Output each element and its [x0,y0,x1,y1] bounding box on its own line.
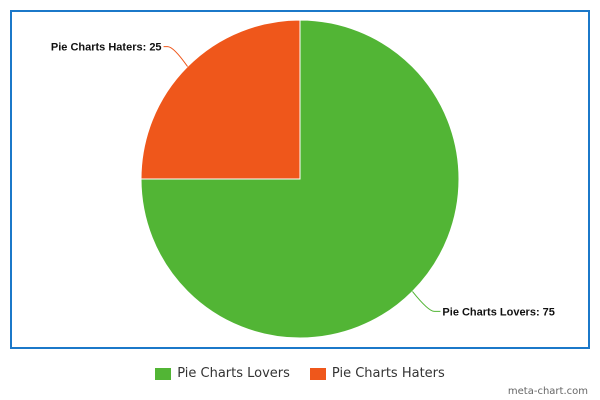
data-label-1: Pie Charts Haters: 25 [51,42,162,54]
connector-line-0 [412,291,441,312]
legend-swatch-lovers [155,367,172,380]
data-label-0: Pie Charts Lovers: 75 [442,306,555,318]
legend-item-lovers[interactable]: Pie Charts Lovers [155,366,290,381]
legend-swatch-haters [309,367,326,380]
legend-label-lovers: Pie Charts Lovers [177,366,290,381]
connector-line-1 [163,46,188,67]
credit-text: meta-chart.com [507,386,588,397]
legend: Pie Charts Lovers Pie Charts Haters [0,366,600,381]
pie-slice-1[interactable] [140,19,301,180]
legend-item-haters[interactable]: Pie Charts Haters [309,366,445,381]
chart-frame [10,10,590,349]
legend-label-haters: Pie Charts Haters [331,366,445,381]
